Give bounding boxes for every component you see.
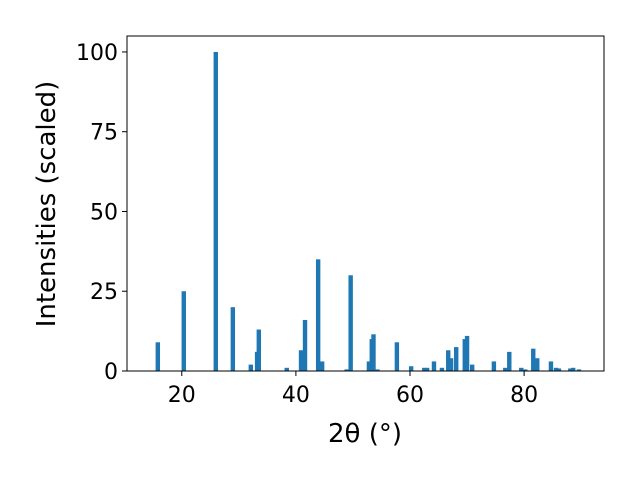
bar — [256, 329, 262, 371]
y-tick-label: 100 — [76, 41, 118, 66]
bar — [454, 347, 459, 371]
bar — [535, 358, 540, 371]
bar — [319, 361, 325, 371]
bar — [431, 361, 437, 371]
bar — [315, 259, 321, 371]
bar — [523, 369, 528, 371]
bar — [491, 361, 497, 371]
y-tick-label: 50 — [90, 200, 118, 225]
bar — [375, 369, 380, 371]
bar — [519, 367, 524, 371]
bar — [446, 350, 451, 371]
bar — [469, 364, 475, 371]
bar — [348, 275, 353, 371]
bar — [344, 369, 349, 371]
y-tick-label: 25 — [90, 280, 118, 305]
bar — [394, 342, 400, 371]
bar — [439, 367, 445, 371]
x-tick-label: 80 — [510, 383, 538, 408]
y-axis-label: Intensities (scaled) — [32, 81, 62, 328]
bar — [181, 291, 186, 371]
x-axis-label: 2θ (°) — [328, 419, 402, 449]
bar — [284, 367, 289, 371]
bar — [248, 364, 254, 371]
bar — [548, 361, 554, 371]
axes-frame — [126, 35, 605, 372]
bar — [531, 348, 536, 371]
bar — [155, 342, 161, 371]
bar — [462, 339, 467, 371]
y-tick-label: 75 — [90, 121, 118, 146]
x-tick-label: 40 — [282, 383, 310, 408]
bar — [422, 367, 427, 371]
bar — [302, 319, 308, 371]
bar — [568, 368, 573, 371]
bar — [408, 366, 414, 371]
bar — [556, 368, 562, 371]
bar — [213, 51, 218, 371]
x-tick-label: 20 — [168, 383, 196, 408]
bar — [464, 335, 470, 371]
bar — [424, 367, 430, 371]
bar — [507, 351, 512, 371]
x-tick-label: 60 — [396, 383, 424, 408]
bar — [576, 369, 582, 371]
bar — [366, 361, 372, 371]
bar — [570, 367, 576, 371]
y-tick-label: 0 — [104, 360, 118, 385]
bar — [448, 358, 454, 371]
bar — [298, 350, 304, 371]
bar — [371, 334, 376, 371]
bar — [553, 367, 559, 371]
bar — [503, 367, 508, 371]
bar — [230, 307, 236, 371]
